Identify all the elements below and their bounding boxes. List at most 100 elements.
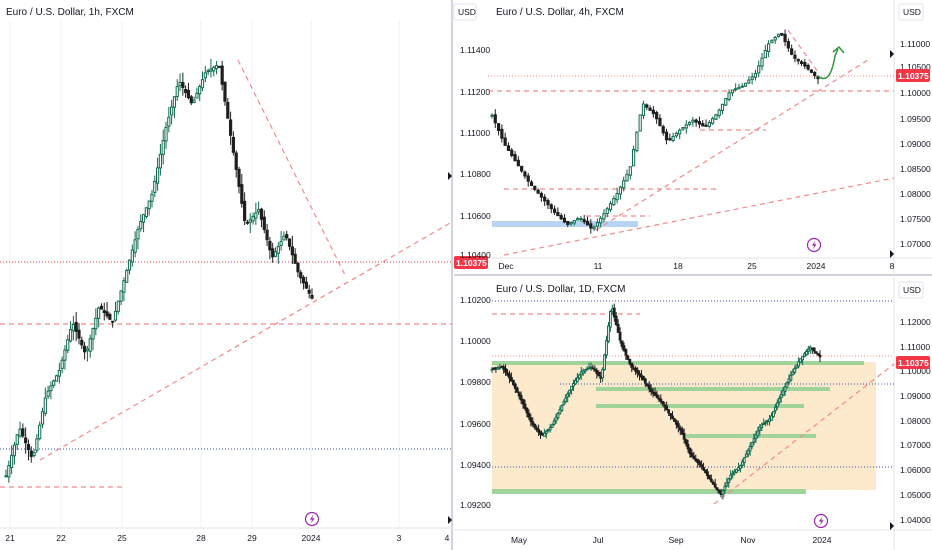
left-scroll-arrow-icon-2[interactable] — [448, 516, 452, 524]
br-zone-3[interactable] — [596, 404, 804, 408]
br-candle-138 — [758, 424, 762, 436]
tr-candle-81 — [757, 60, 761, 78]
br-candle-137 — [756, 426, 760, 439]
tr-demand-zone[interactable] — [492, 221, 638, 227]
tr-candle-43 — [631, 145, 636, 167]
left-candle-31 — [91, 327, 95, 351]
br-candle-78 — [641, 375, 645, 381]
tr-scroll-arrow-icon[interactable] — [890, 50, 894, 58]
left-scroll-arrow-icon[interactable] — [448, 172, 452, 180]
br-candle-9 — [508, 370, 511, 384]
tr-currency-right: USD — [903, 7, 921, 17]
br-candle-131 — [744, 450, 748, 458]
left-candle-107 — [304, 276, 308, 290]
tr-candle-39 — [618, 185, 623, 200]
tr-candle-12 — [529, 180, 534, 187]
tr-scroll-arrow-icon-2[interactable] — [890, 250, 894, 258]
left-candle-50 — [144, 207, 148, 219]
br-candle-12 — [513, 382, 517, 393]
br-zone-top[interactable] — [492, 361, 864, 365]
br-price-axis[interactable]: 1.12000 1.11000 1.10000 1.09000 1.08000 1.070… — [900, 317, 931, 525]
br-zone-4[interactable] — [686, 434, 816, 438]
tr-candle-32 — [595, 218, 599, 232]
br-candle-38 — [564, 393, 568, 404]
br-candle-136 — [754, 430, 758, 443]
left-candle-101 — [287, 238, 292, 251]
tr-candle-66 — [707, 119, 711, 129]
br-lightning-icon[interactable] — [813, 513, 829, 529]
br-candle-25 — [539, 430, 542, 439]
left-chart-title: Euro / U.S. Dollar, 1h, FXCM — [6, 7, 134, 18]
br-candle-140 — [762, 418, 766, 426]
tr-candle-80 — [753, 69, 758, 81]
tr-candle-89 — [783, 29, 787, 47]
tr-candles — [490, 29, 820, 234]
left-candle-8 — [26, 439, 31, 461]
left-descending-trendline[interactable] — [237, 59, 346, 276]
br-candle-39 — [566, 391, 570, 403]
br-candle-166 — [812, 347, 816, 355]
tr-last-price-badge — [896, 69, 930, 82]
left-candle-35 — [102, 302, 106, 321]
tr-time-axis[interactable]: Dec 11 18 25 2024 8 — [498, 261, 894, 271]
left-candle-11 — [35, 433, 39, 453]
br-candle-94 — [673, 417, 676, 422]
left-candle-56 — [161, 129, 165, 165]
tr-candle-48 — [648, 105, 652, 111]
br-price-tick-8: 1.04000 — [900, 515, 931, 525]
br-ascending-trendline[interactable] — [713, 363, 895, 505]
left-panel[interactable]: Euro / U.S. Dollar, 1h, FXCM 21 22 25 28 29 2… — [0, 7, 488, 543]
br-price-tick-2: 1.10000 — [900, 366, 931, 376]
left-lightning-icon[interactable] — [304, 511, 320, 527]
br-candle-169 — [818, 350, 822, 363]
top-right-panel[interactable]: Euro / U.S. Dollar, 4h, FXCM USD USD 1.1… — [453, 3, 931, 271]
left-candle-99 — [282, 231, 286, 241]
tr-candle-72 — [727, 89, 731, 102]
left-candle-52 — [150, 189, 154, 208]
left-ascending-trendline[interactable] — [39, 221, 453, 461]
br-candle-52 — [591, 364, 595, 370]
br-candle-145 — [772, 410, 775, 419]
tr-candle-63 — [697, 116, 702, 129]
tr-candle-38 — [615, 187, 619, 204]
br-price-tick-1: 1.11000 — [900, 342, 930, 352]
tr-candle-0 — [490, 113, 494, 119]
tr-price-axis[interactable]: 1.11000 1.10500 1.10000 1.09500 1.09000 1.085… — [900, 39, 931, 249]
tr-currency-box-right[interactable] — [898, 3, 924, 21]
tr-projection-arrow-icon[interactable] — [817, 45, 845, 80]
br-scroll-arrow-icon[interactable] — [890, 522, 894, 530]
tr-currency-box[interactable] — [453, 3, 477, 21]
left-candle-9 — [29, 446, 33, 463]
br-candle-150 — [781, 387, 785, 397]
left-candle-98 — [279, 231, 283, 251]
br-candle-99 — [682, 428, 686, 444]
bottom-right-panel[interactable]: Euro / U.S. Dollar, 1D, FXCM USD 1.10200… — [460, 281, 931, 545]
left-candle-103 — [293, 248, 297, 264]
br-candle-72 — [630, 362, 634, 373]
tr-candle-74 — [734, 83, 738, 92]
br-currency-box[interactable] — [898, 281, 924, 299]
br-left-tick-0: 1.10200 — [460, 295, 491, 305]
br-range-box[interactable] — [492, 362, 876, 490]
br-candle-114 — [711, 480, 715, 485]
left-candle-5 — [18, 421, 22, 438]
br-zone-2[interactable] — [596, 387, 830, 391]
left-candle-20 — [60, 356, 64, 374]
left-candle-42 — [122, 277, 126, 302]
tr-long-trendline[interactable] — [503, 177, 895, 256]
left-time-axis[interactable]: 21 22 25 28 29 2024 3 4 — [5, 533, 449, 543]
br-candle-15 — [519, 391, 523, 404]
br-zone-bottom[interactable] — [492, 489, 806, 494]
left-candle-91 — [259, 207, 264, 228]
br-candle-64 — [614, 312, 618, 326]
tr-lightning-icon[interactable] — [806, 237, 822, 253]
left-candle-95 — [271, 242, 275, 263]
br-time-axis[interactable]: May Jul Sep Nov 2024 — [511, 535, 832, 545]
tr-candle-37 — [612, 195, 616, 207]
br-price-tick-5: 1.07000 — [900, 440, 931, 450]
br-left-price-scale[interactable]: 1.10200 1.10000 1.09800 1.09600 1.09400 1.092… — [460, 295, 491, 510]
tr-x-tick-2: 18 — [673, 261, 683, 271]
tr-candle-15 — [539, 191, 543, 202]
tr-left-price-scale[interactable]: 1.11400 1.11200 1.11000 1.10800 1.10600 1.104… — [460, 45, 491, 260]
